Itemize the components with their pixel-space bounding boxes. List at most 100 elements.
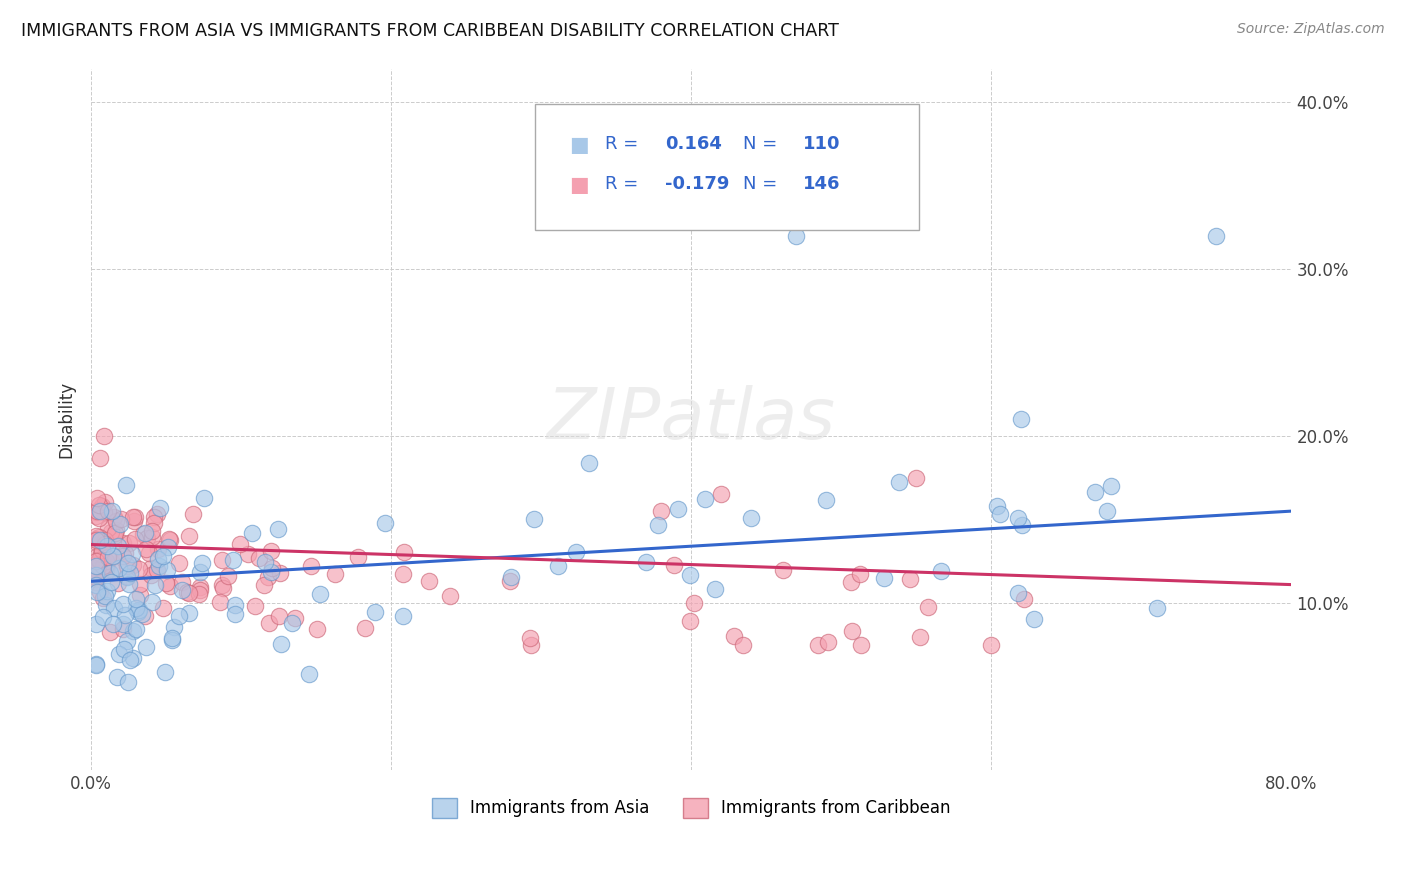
Point <box>89 450 111 465</box>
Point <box>145 562 167 576</box>
Point <box>499 574 522 588</box>
Point <box>98 566 121 581</box>
Point <box>772 563 794 577</box>
Point <box>392 566 415 581</box>
Point <box>260 544 283 558</box>
Point <box>650 504 672 518</box>
Point <box>84 554 107 568</box>
Text: 0.164: 0.164 <box>665 136 721 153</box>
Text: -0.179: -0.179 <box>665 175 730 194</box>
Point <box>93 495 115 509</box>
Point <box>159 533 181 548</box>
Point <box>167 556 190 570</box>
Point <box>117 674 139 689</box>
Point <box>269 566 291 581</box>
Point <box>172 574 194 589</box>
Point <box>634 555 657 569</box>
Point <box>363 605 385 619</box>
Text: ■: ■ <box>569 175 589 195</box>
Point <box>84 550 107 565</box>
Point <box>193 491 215 506</box>
Point <box>84 657 107 672</box>
Point <box>84 566 107 580</box>
Point <box>135 542 157 557</box>
Point <box>374 516 396 530</box>
Point <box>121 547 143 561</box>
Point <box>1084 484 1107 499</box>
Point <box>260 566 283 580</box>
Point <box>104 524 127 538</box>
Point <box>84 575 107 590</box>
Point <box>710 487 733 501</box>
Point <box>217 569 239 583</box>
Text: R =: R = <box>605 136 644 153</box>
Point <box>96 583 118 598</box>
Point <box>117 569 139 583</box>
Point <box>84 617 107 632</box>
Point <box>152 601 174 615</box>
Point <box>679 568 702 582</box>
Point <box>910 630 932 644</box>
Point <box>120 566 142 581</box>
Point <box>84 533 107 547</box>
Point <box>839 575 862 590</box>
Point <box>281 615 304 630</box>
Point <box>815 492 838 507</box>
Point <box>190 566 212 580</box>
Point <box>108 517 131 532</box>
Point <box>134 609 156 624</box>
Point <box>103 601 125 615</box>
Point <box>114 607 136 622</box>
Point <box>519 631 541 645</box>
Point <box>87 498 110 512</box>
Point <box>101 549 124 563</box>
Point <box>647 518 669 533</box>
Point <box>89 503 111 517</box>
Point <box>889 475 911 489</box>
Point <box>97 550 120 565</box>
Point <box>100 574 122 589</box>
Point <box>89 511 111 525</box>
Point <box>723 629 745 643</box>
Point <box>704 582 727 597</box>
Point <box>152 549 174 563</box>
Point <box>94 537 117 551</box>
Point <box>156 563 179 577</box>
Point <box>94 539 117 553</box>
Point <box>96 559 118 574</box>
Point <box>139 568 162 582</box>
Text: 146: 146 <box>803 175 841 194</box>
Point <box>323 566 346 581</box>
Point <box>141 530 163 544</box>
Point <box>114 478 136 492</box>
Point <box>96 554 118 568</box>
Point <box>103 617 125 632</box>
Point <box>145 508 167 522</box>
Point <box>84 578 107 592</box>
Point <box>122 514 145 528</box>
Point <box>105 514 128 528</box>
Point <box>136 532 159 546</box>
Point <box>155 575 177 590</box>
Point <box>87 530 110 544</box>
Point <box>986 500 1008 514</box>
Point <box>1205 228 1227 243</box>
Point <box>111 549 134 564</box>
Text: ZIPatlas: ZIPatlas <box>547 384 835 454</box>
Point <box>94 558 117 572</box>
Point <box>236 547 259 561</box>
Point <box>188 580 211 594</box>
Point <box>243 599 266 613</box>
Point <box>1007 586 1029 600</box>
Point <box>270 637 292 651</box>
Point <box>94 533 117 548</box>
Point <box>84 505 107 519</box>
Point <box>578 456 600 470</box>
Text: IMMIGRANTS FROM ASIA VS IMMIGRANTS FROM CARIBBEAN DISABILITY CORRELATION CHART: IMMIGRANTS FROM ASIA VS IMMIGRANTS FROM … <box>21 22 839 40</box>
Point <box>125 592 148 607</box>
Point <box>97 504 120 518</box>
Point <box>307 623 329 637</box>
Point <box>188 583 211 598</box>
Point <box>860 128 883 143</box>
Point <box>91 543 114 558</box>
